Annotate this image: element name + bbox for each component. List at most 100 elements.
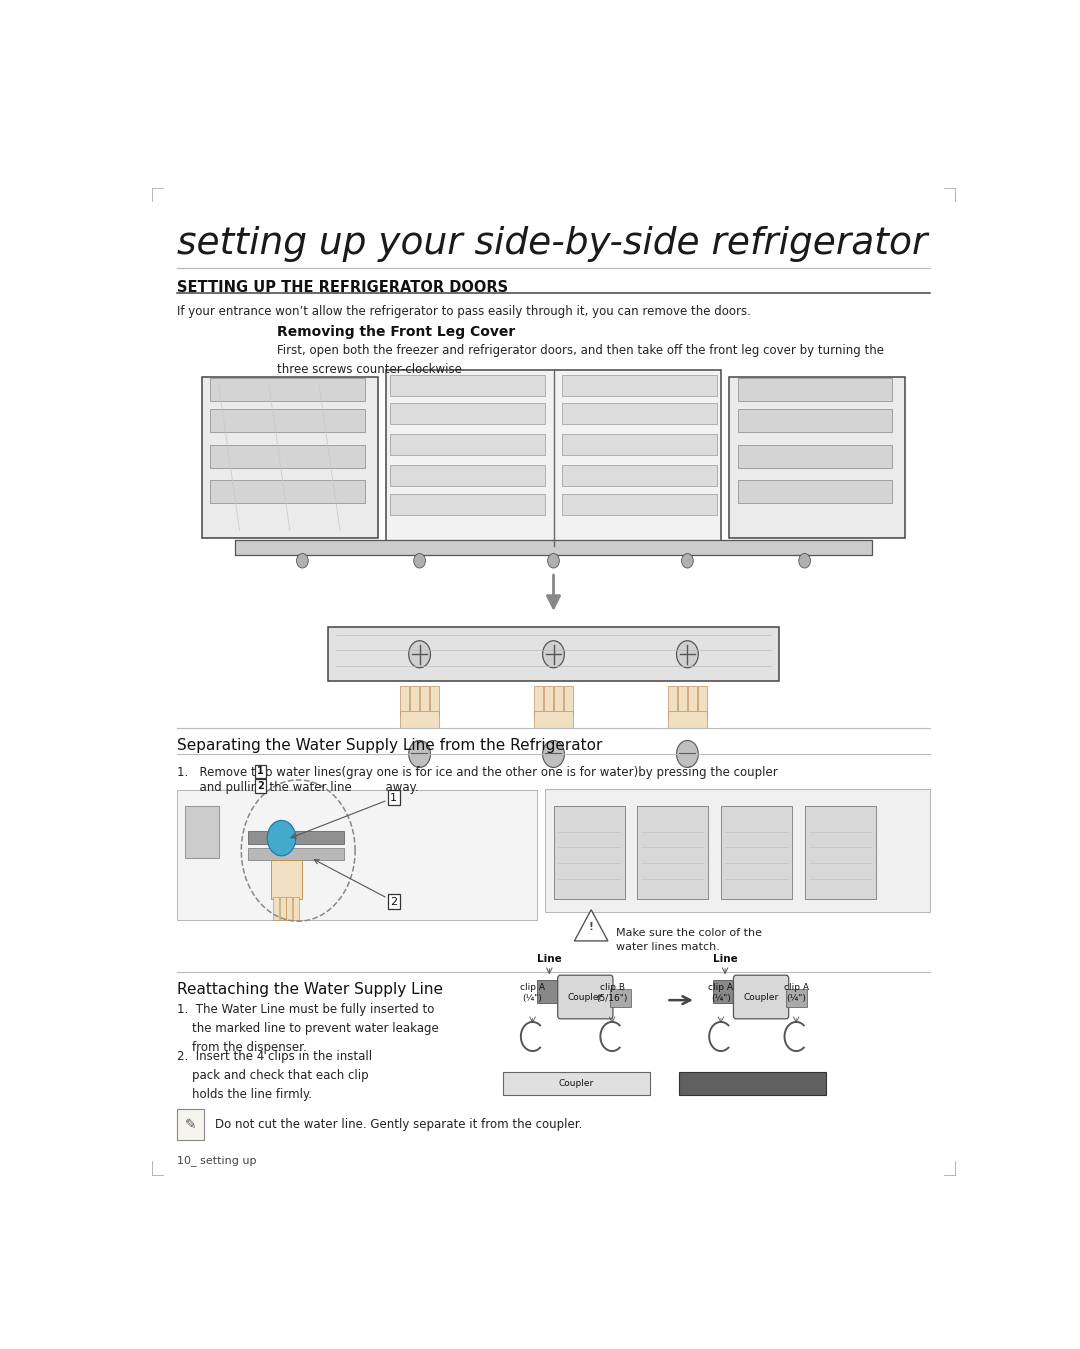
Circle shape <box>297 553 308 568</box>
Text: 1.   Remove two water lines(gray one is for ice and the other one is for water)b: 1. Remove two water lines(gray one is fo… <box>177 766 778 780</box>
Bar <box>211 409 365 432</box>
Bar <box>390 403 545 424</box>
Bar <box>211 480 365 503</box>
Text: ✎: ✎ <box>185 1118 197 1132</box>
Text: and pulling the water line         away.: and pulling the water line away. <box>177 781 419 795</box>
Text: clip A
(¼"): clip A (¼") <box>521 983 545 1004</box>
Bar <box>211 445 365 468</box>
Bar <box>390 375 545 395</box>
Bar <box>280 897 285 920</box>
Bar <box>610 989 632 1008</box>
Bar <box>431 687 438 715</box>
Bar <box>390 494 545 515</box>
FancyBboxPatch shape <box>733 975 788 1018</box>
Bar <box>545 789 930 912</box>
Text: Coupler: Coupler <box>743 993 779 1001</box>
Bar <box>293 897 299 920</box>
Bar <box>738 480 892 503</box>
Bar <box>565 687 572 715</box>
Text: !: ! <box>589 923 594 932</box>
Bar <box>186 805 218 858</box>
Bar <box>544 687 553 715</box>
Text: clip A
(¼"): clip A (¼") <box>784 983 809 1004</box>
FancyBboxPatch shape <box>557 975 613 1018</box>
Text: Make sure the color of the
water lines match.: Make sure the color of the water lines m… <box>617 928 762 952</box>
Text: If your entrance won’t allow the refrigerator to pass easily through it, you can: If your entrance won’t allow the refrige… <box>177 305 751 318</box>
Bar <box>721 805 792 900</box>
Bar <box>562 434 717 455</box>
Bar <box>387 370 721 546</box>
Text: Do not cut the water line. Gently separate it from the coupler.: Do not cut the water line. Gently separa… <box>215 1118 582 1132</box>
Text: 10_ setting up: 10_ setting up <box>177 1156 256 1167</box>
Bar <box>535 687 542 715</box>
Bar <box>420 687 429 715</box>
Bar <box>177 791 537 920</box>
Bar <box>177 1109 204 1140</box>
Bar <box>211 378 365 401</box>
Circle shape <box>542 741 565 768</box>
Bar <box>699 687 706 715</box>
Text: 2: 2 <box>257 781 264 791</box>
Bar <box>202 376 378 538</box>
Text: Line: Line <box>713 954 738 963</box>
Bar <box>637 805 708 900</box>
Bar <box>738 409 892 432</box>
Bar <box>805 805 876 900</box>
Bar <box>554 805 624 900</box>
Circle shape <box>676 741 699 768</box>
Text: 1: 1 <box>257 766 264 777</box>
Text: First, open both the freezer and refrigerator doors, and then take off the front: First, open both the freezer and refrige… <box>278 344 885 375</box>
Text: Removing the Front Leg Cover: Removing the Front Leg Cover <box>278 325 515 339</box>
Text: clip A
(¼"): clip A (¼") <box>708 983 733 1004</box>
Circle shape <box>799 553 810 568</box>
Bar <box>729 376 905 538</box>
Bar <box>503 1072 650 1094</box>
Bar <box>390 434 545 455</box>
Bar <box>248 831 345 844</box>
Bar <box>562 465 717 486</box>
Text: Line: Line <box>537 954 562 963</box>
Bar <box>235 540 872 554</box>
Polygon shape <box>575 909 608 942</box>
Text: 2: 2 <box>314 859 397 907</box>
Bar <box>327 627 780 681</box>
Bar <box>554 687 563 715</box>
Bar <box>562 403 717 424</box>
Bar <box>390 465 545 486</box>
Text: 1.  The Water Line must be fully inserted to
    the marked line to prevent wate: 1. The Water Line must be fully inserted… <box>177 1004 438 1055</box>
Bar <box>562 375 717 395</box>
Text: SETTING UP THE REFRIGERATOR DOORS: SETTING UP THE REFRIGERATOR DOORS <box>177 281 508 295</box>
Circle shape <box>681 553 693 568</box>
Circle shape <box>542 641 565 668</box>
Circle shape <box>676 641 699 668</box>
Circle shape <box>267 820 296 855</box>
Bar <box>537 981 562 1004</box>
Bar <box>669 687 676 715</box>
Bar <box>678 687 687 715</box>
Bar <box>248 849 345 859</box>
Circle shape <box>408 641 431 668</box>
Bar <box>286 897 293 920</box>
Text: 2.  Insert the 4 clips in the install
    pack and check that each clip
    hold: 2. Insert the 4 clips in the install pac… <box>177 1050 372 1101</box>
Bar <box>669 711 706 728</box>
Text: Reattaching the Water Supply Line: Reattaching the Water Supply Line <box>177 982 443 997</box>
Bar <box>688 687 697 715</box>
Bar <box>679 1072 825 1094</box>
Bar <box>273 897 279 920</box>
Text: Separating the Water Supply Line from the Refrigerator: Separating the Water Supply Line from th… <box>177 738 603 753</box>
Circle shape <box>408 741 431 768</box>
Bar <box>271 859 302 900</box>
Text: clip B
(5/16"): clip B (5/16") <box>596 983 627 1004</box>
Bar <box>401 687 408 715</box>
Text: setting up your side-by-side refrigerator: setting up your side-by-side refrigerato… <box>177 227 928 262</box>
Text: Coupler: Coupler <box>568 993 603 1001</box>
Circle shape <box>548 553 559 568</box>
Text: Coupler: Coupler <box>558 1079 594 1087</box>
Bar <box>401 711 438 728</box>
Circle shape <box>414 553 426 568</box>
Bar <box>786 989 807 1008</box>
Bar <box>738 378 892 401</box>
Bar <box>562 494 717 515</box>
Bar <box>535 711 572 728</box>
Bar <box>738 445 892 468</box>
